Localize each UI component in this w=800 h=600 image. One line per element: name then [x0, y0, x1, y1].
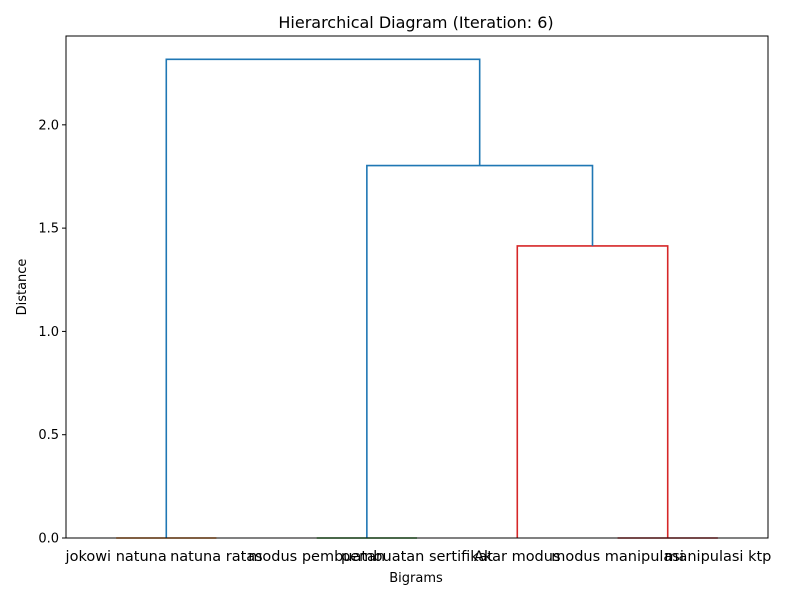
chart-title: Hierarchical Diagram (Iteration: 6): [278, 13, 553, 32]
x-leaf-label: jokowi natuna: [65, 549, 167, 565]
y-tick-label: 0.0: [38, 532, 59, 547]
dendrogram-links: [116, 58, 718, 539]
x-leaf-label: manipulasi ktp: [664, 549, 771, 565]
x-leaf-label: natuna ratas: [170, 549, 263, 565]
plot-frame: [65, 35, 769, 539]
y-tick-label: 1.0: [38, 325, 59, 340]
x-leaf-label: Akar modus: [474, 549, 560, 565]
y-tick-label: 0.5: [38, 428, 59, 443]
x-axis-title: Bigrams: [389, 571, 443, 586]
y-axis-ticks: 0.0 0.5 1.0 1.5 2.0: [38, 118, 66, 547]
x-leaf-label: modus pembuatan: [248, 549, 385, 565]
x-leaf-label: pembuatan sertifikat: [341, 549, 493, 565]
y-tick-label: 2.0: [38, 118, 59, 133]
y-tick-label: 1.5: [38, 222, 59, 237]
y-axis-title: Distance: [15, 259, 30, 316]
dendrogram-link: [165, 58, 481, 538]
dendrogram-link: [366, 164, 594, 538]
dendrogram-link: [516, 245, 669, 538]
x-leaf-label: modus manipulasi: [551, 549, 684, 565]
